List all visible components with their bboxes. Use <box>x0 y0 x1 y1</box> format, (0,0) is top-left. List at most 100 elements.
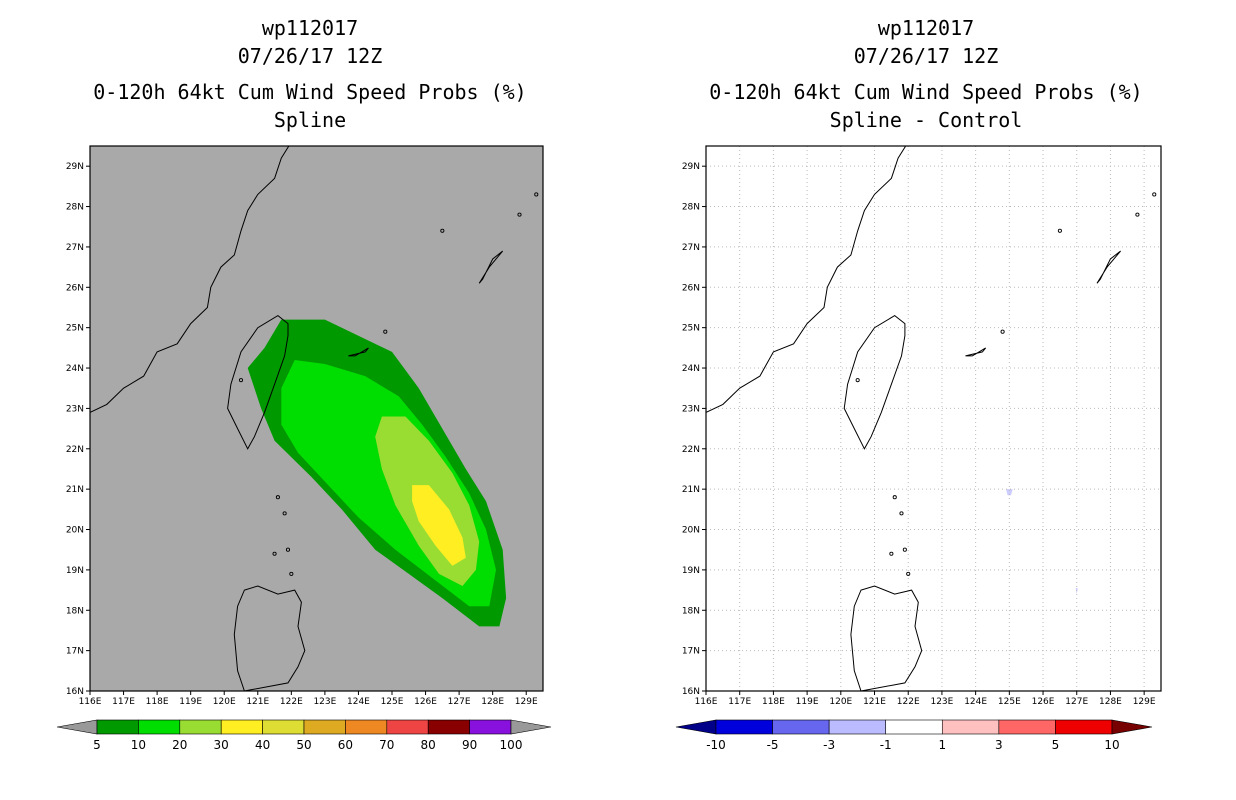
x-tick-label: 126E <box>1032 697 1055 707</box>
colorbar-label: 3 <box>995 738 1003 752</box>
colorbar-label: 10 <box>131 738 146 752</box>
colorbar-segment <box>96 719 139 735</box>
x-tick-label: 120E <box>213 697 236 707</box>
x-tick-label: 124E <box>964 697 987 707</box>
colorbar-label: 30 <box>214 738 229 752</box>
right-storm-id: wp112017 <box>877 16 975 40</box>
right-product-title: 0-120h 64kt Cum Wind Speed Probs (%) <box>709 80 1143 104</box>
coastline-china <box>706 146 907 413</box>
colorbar-segment <box>179 719 222 735</box>
y-tick-label: 19N <box>66 566 84 576</box>
x-tick-label: 124E <box>347 697 370 707</box>
x-tick-label: 117E <box>112 697 135 707</box>
colorbar-label: 60 <box>338 738 353 752</box>
colorbar-segment <box>998 719 1056 735</box>
x-tick-label: 128E <box>1099 697 1122 707</box>
y-tick-label: 17N <box>66 647 84 657</box>
x-tick-label: 119E <box>796 697 819 707</box>
colorbar-segment <box>885 719 943 735</box>
colorbar-segment <box>386 719 429 735</box>
x-tick-label: 116E <box>695 697 718 707</box>
right-date: 07/26/17 12Z <box>853 44 999 68</box>
y-tick-label: 18N <box>682 606 700 616</box>
colorbar-label: 70 <box>379 738 394 752</box>
colorbar-segment <box>828 719 887 735</box>
colorbar-label: 20 <box>172 738 187 752</box>
colorbar-segment <box>469 719 512 735</box>
x-tick-label: 117E <box>728 697 751 707</box>
coastline-islet <box>1057 228 1062 233</box>
y-tick-label: 18N <box>66 606 84 616</box>
y-tick-label: 26N <box>66 283 84 293</box>
y-tick-label: 20N <box>66 526 84 536</box>
coastline-islet <box>902 547 907 552</box>
map-content <box>706 146 1161 691</box>
coastline-islet <box>1000 329 1005 334</box>
coastline-okinawa <box>478 250 504 284</box>
x-tick-label: 121E <box>863 697 886 707</box>
x-tick-label: 123E <box>930 697 953 707</box>
x-tick-label: 127E <box>1065 697 1088 707</box>
y-tick-label: 27N <box>66 243 84 253</box>
right-subtitle: Spline - Control <box>829 108 1023 132</box>
left-subtitle: Spline <box>273 108 347 132</box>
y-tick-label: 25N <box>66 324 84 334</box>
coastline-islet <box>855 378 860 383</box>
colorbar-label: -1 <box>880 738 892 752</box>
coastline-yaeyama <box>348 347 369 357</box>
colorbar-label: 40 <box>255 738 270 752</box>
y-tick-label: 26N <box>682 283 700 293</box>
y-tick-label: 29N <box>66 162 84 172</box>
coastline-taiwan <box>227 314 289 450</box>
colorbar-label: 90 <box>462 738 477 752</box>
contour-level--1-1 <box>1075 588 1078 595</box>
coastline-islet <box>440 228 445 233</box>
contour-level-30-3 <box>412 485 466 566</box>
x-tick-label: 119E <box>179 697 202 707</box>
y-tick-label: 20N <box>682 526 700 536</box>
colorbar-segment <box>262 719 305 735</box>
y-tick-label: 23N <box>682 404 700 414</box>
y-tick-label: 29N <box>682 162 700 172</box>
x-tick-label: 125E <box>998 697 1021 707</box>
map-content <box>90 146 539 691</box>
x-tick-label: 123E <box>313 697 336 707</box>
coastline-islet <box>892 495 897 500</box>
colorbar-label: 5 <box>93 738 101 752</box>
coastline-islet <box>534 192 539 197</box>
coastline-islet <box>1135 212 1140 217</box>
left-product-title: 0-120h 64kt Cum Wind Speed Probs (%) <box>93 80 527 104</box>
x-tick-label: 121E <box>246 697 269 707</box>
contour-level--1-0 <box>1006 489 1013 496</box>
coastline-luzon <box>850 585 923 691</box>
colorbar-segment <box>941 719 1000 735</box>
colorbar-label: 50 <box>296 738 311 752</box>
y-tick-label: 24N <box>66 364 84 374</box>
coastline-islet <box>889 551 894 556</box>
coastline-taiwan <box>843 314 906 450</box>
x-tick-label: 118E <box>146 697 169 707</box>
left-title-block: wp112017 07/26/17 12Z 0-120h 64kt Cum Wi… <box>60 14 560 134</box>
map-frame <box>89 145 544 692</box>
x-tick-label: 122E <box>280 697 303 707</box>
map-frame <box>705 145 1162 692</box>
colorbar-segment <box>303 719 346 735</box>
colorbar-high-arrow <box>510 719 552 735</box>
colorbar-low-arrow <box>56 719 98 735</box>
coastline-islet <box>289 571 294 576</box>
y-tick-label: 19N <box>682 566 700 576</box>
y-tick-label: 17N <box>682 647 700 657</box>
coastline-islet <box>899 511 904 516</box>
colorbar-label: 1 <box>938 738 946 752</box>
y-tick-label: 16N <box>682 687 700 697</box>
x-tick-label: 118E <box>762 697 785 707</box>
y-tick-label: 28N <box>66 203 84 213</box>
coastline-islet <box>238 378 244 383</box>
colorbar-segment <box>715 719 773 735</box>
x-tick-label: 120E <box>829 697 852 707</box>
coastline-islet <box>285 547 291 552</box>
coastline-china <box>90 146 290 413</box>
coastline-yaeyama <box>965 347 987 357</box>
colorbar-segment <box>138 719 181 735</box>
coastline-islet <box>272 551 277 556</box>
